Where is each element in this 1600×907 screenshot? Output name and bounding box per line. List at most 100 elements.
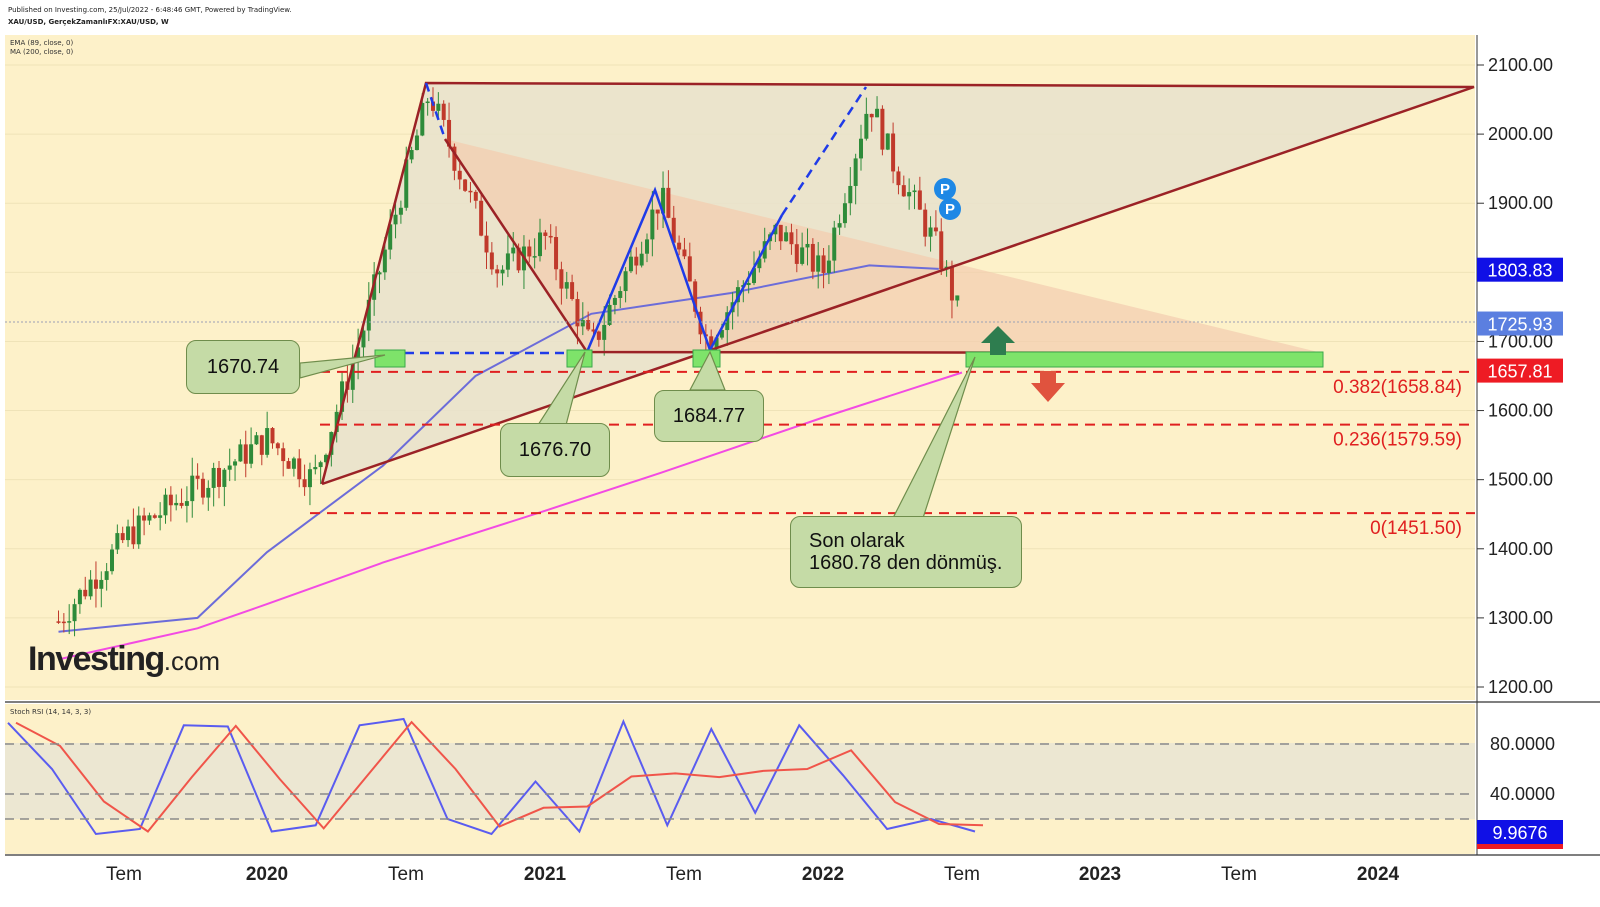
candle-body [72,604,77,622]
price-tick-label: 1700.00 [1488,331,1553,351]
candle-body [623,271,628,292]
candle-body [393,214,398,225]
candle-body [735,287,740,303]
candle-body [789,232,794,245]
price-tick-label: 1900.00 [1488,193,1553,213]
published-info: Published on Investing.com, 25/Jul/2022 … [8,6,292,14]
annotation-line-1: Son olarak [809,530,905,552]
price-tick-label: 1600.00 [1488,401,1553,421]
candle-body [404,159,409,208]
time-tick-label: Tem [944,864,980,885]
candle-body [61,621,66,624]
ema-indicator-label: EMA (89, close, 0) [10,39,74,47]
candle-body [607,304,612,325]
candle-body [596,331,601,340]
candle-body [356,347,361,363]
candle-body [559,269,564,289]
candle-body [217,467,221,487]
candle-body [591,329,596,332]
candle-body [83,589,88,597]
candle-body [361,330,366,348]
stoch-tick-label: 80.0000 [1490,734,1555,754]
candle-body [243,444,248,464]
time-tick-label: Tem [106,864,142,885]
ma-200-line [58,371,963,661]
candle-body [923,209,928,237]
big-triangle-outline [320,81,1475,486]
candle-body [227,465,232,470]
price-badge-label: 1725.93 [1487,315,1552,335]
candle-body [752,268,756,284]
candle-body [842,203,847,224]
candle-body [901,185,906,197]
time-tick-label: Tem [666,864,702,885]
candle-body [254,435,259,445]
fibonacci-labels: 0.382(1658.84) 0.236(1579.59) 0(1451.50) [1333,377,1462,539]
candle-body [249,444,254,464]
candle-body [291,458,296,469]
pivot-marker-2: P [939,198,961,220]
candle-body [222,469,227,487]
time-tick-label: 2023 [1079,864,1121,885]
logo-suffix: .com [163,646,221,676]
candle-body [350,362,355,390]
candle-body [816,255,821,272]
candle-body [158,515,163,518]
candle-body [821,255,826,273]
candle-body [313,467,318,470]
candle-body [163,494,168,516]
candle-body [848,185,853,204]
annotation-line-2: 1680.78 den dönmüş. [809,552,1003,574]
callout-1676: 1676.70 [500,423,610,477]
dashed-blue-2 [780,86,868,216]
candle-body [570,282,575,300]
candle-body [645,239,649,254]
candle-body [190,475,195,502]
candle-body [869,113,874,118]
price-tick-label: 2100.00 [1488,55,1553,75]
candle-body [286,461,291,469]
time-tick-label: 2024 [1357,864,1400,885]
candle-body [142,515,147,521]
candle-body [184,501,189,506]
candle-body [912,190,917,193]
candle-body [955,295,960,301]
time-tick-label: 2020 [246,864,288,885]
candle-body [666,187,671,218]
candle-body [618,291,623,298]
annotation-callout: Son olarak 1680.78 den dönmüş. [790,516,1022,588]
candle-body [650,209,655,240]
candle-body [340,381,345,412]
time-axis-ticks: Tem 2020 Tem 2021 Tem 2022 Tem 2023 Tem 2024 [106,864,1400,885]
dashed-blue-1 [424,82,447,140]
candle-body [885,133,890,150]
fib-label: 0.382(1658.84) [1333,377,1462,398]
candle-body [928,227,933,237]
candle-body [110,549,114,572]
candle-body [500,269,505,274]
support-zones [374,349,1324,368]
candle-body [826,260,831,273]
candle-body [377,272,382,275]
candle-body [800,247,805,264]
candle-body [281,448,286,462]
candle-body [265,428,270,455]
candle-body [334,411,339,433]
up-arrow-icon [981,326,1015,355]
stoch-k-line [7,717,976,836]
down-arrow-icon [1031,371,1065,402]
candle-body [709,336,714,348]
candle-body [206,487,211,498]
candle-body [880,108,885,150]
candle-body [473,191,478,201]
logo-brand: Investing [28,640,165,678]
candle-body [414,135,419,151]
candle-body [917,190,922,210]
candle-body [275,443,280,449]
candle-body [516,247,521,271]
candle-body [441,103,446,120]
price-badge [1477,358,1563,383]
candle-body [452,146,457,171]
candle-body [318,462,323,468]
